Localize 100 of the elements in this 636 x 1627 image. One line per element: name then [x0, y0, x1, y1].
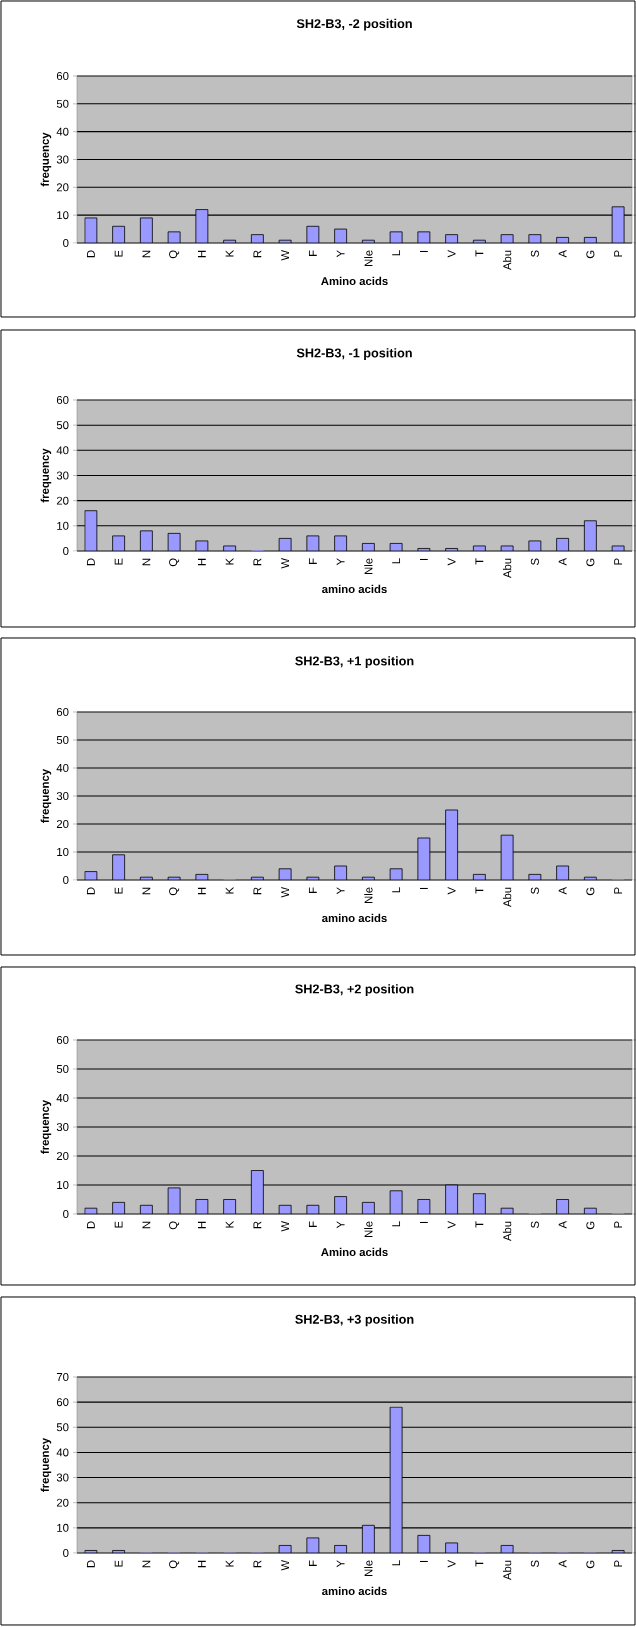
x-tick-label: T	[475, 250, 484, 257]
x-tick-label: L	[392, 1560, 400, 1566]
x-tick-label: F	[308, 1221, 317, 1227]
x-tick-label: P	[614, 887, 622, 894]
x-tick-label: R	[253, 887, 262, 895]
y-tick-label: 40	[56, 763, 69, 772]
y-axis-title: frequency	[40, 448, 52, 503]
x-tick-label: Nle	[364, 887, 373, 903]
x-tick-label: V	[447, 1559, 456, 1568]
y-tick-label: 20	[56, 496, 69, 505]
x-tick-label: L	[392, 558, 400, 564]
x-tick-label: E	[114, 1221, 123, 1228]
x-tick-label: V	[447, 249, 456, 258]
x-tick-label: Y	[336, 887, 345, 895]
y-axis-title: frequency	[40, 132, 52, 187]
x-tick-label: D	[86, 1221, 95, 1229]
x-tick-label: G	[586, 1560, 595, 1569]
y-tick-label: 10	[57, 1523, 69, 1532]
x-tick-label: A	[558, 1559, 567, 1568]
x-tick-label: P	[614, 1221, 622, 1228]
x-tick-label: S	[530, 558, 539, 565]
y-tick-label: 50	[56, 99, 69, 108]
x-tick-label: T	[475, 1221, 484, 1228]
x-tick-label: T	[475, 1560, 484, 1567]
x-tick-label: T	[475, 558, 484, 565]
y-tick-label: 30	[56, 155, 69, 164]
x-tick-label: F	[308, 250, 317, 256]
x-tick-label: Q	[169, 1221, 180, 1230]
x-tick-label: K	[225, 558, 234, 565]
x-tick-label: A	[558, 249, 567, 258]
x-tick-label: S	[530, 250, 539, 257]
x-tick-label: K	[225, 887, 234, 894]
x-tick-label: H	[197, 1221, 206, 1229]
y-tick-label: 60	[56, 395, 69, 404]
y-tick-label: 30	[56, 791, 69, 800]
x-tick-label: H	[197, 887, 206, 895]
y-tick-label: 30	[56, 1122, 69, 1131]
chart-title: SH2-B3, -2 position	[296, 18, 412, 31]
x-tick-label: S	[530, 887, 539, 894]
x-tick-label: Abu	[502, 1221, 512, 1242]
y-tick-label: 10	[57, 211, 69, 220]
x-tick-label: V	[447, 557, 456, 566]
x-tick-label: A	[558, 1220, 567, 1229]
y-tick-label: 50	[56, 1423, 69, 1432]
chart-title: SH2-B3, -1 position	[296, 348, 412, 360]
x-tick-label: Y	[336, 558, 345, 566]
y-tick-label: 0	[63, 875, 69, 884]
x-tick-label: N	[142, 558, 151, 566]
y-tick-label: 40	[56, 127, 69, 136]
x-tick-label: Nle	[364, 558, 373, 574]
y-axis-title: frequency	[40, 1099, 52, 1154]
x-tick-label: Q	[169, 1560, 180, 1569]
y-tick-label: 20	[56, 1498, 69, 1507]
x-tick-label: P	[614, 558, 622, 565]
x-tick-label: Abu	[502, 558, 512, 579]
x-tick-label: W	[281, 557, 289, 569]
y-tick-label: 60	[56, 71, 69, 80]
x-tick-label: V	[447, 1220, 456, 1229]
x-tick-label: W	[281, 1559, 289, 1571]
x-tick-label: N	[142, 1221, 151, 1229]
y-tick-label: 50	[56, 735, 69, 744]
x-tick-label: R	[253, 250, 262, 258]
y-tick-label: 0	[63, 546, 69, 555]
y-tick-label: 60	[56, 1398, 69, 1407]
x-tick-label: S	[530, 1221, 539, 1228]
x-tick-label: G	[586, 1221, 595, 1230]
x-tick-label: H	[197, 558, 206, 566]
y-tick-label: 0	[63, 1209, 69, 1218]
x-tick-label: F	[308, 1560, 317, 1566]
x-tick-label: K	[225, 250, 234, 257]
x-tick-label: D	[86, 250, 95, 258]
y-tick-label: 60	[56, 1035, 69, 1044]
x-tick-label: G	[586, 558, 595, 567]
chart-title: SH2-B3, +1 position	[295, 656, 414, 668]
x-tick-label: D	[86, 558, 95, 566]
chart-title: SH2-B3, +3 position	[295, 1314, 414, 1327]
x-tick-label: Y	[336, 250, 345, 258]
y-tick-label: 0	[63, 1548, 69, 1557]
x-tick-label: G	[586, 887, 595, 896]
x-tick-label: D	[86, 887, 95, 895]
x-tick-label: E	[114, 1560, 123, 1567]
x-tick-label: V	[447, 886, 456, 895]
x-tick-label: W	[281, 886, 289, 898]
x-tick-label: S	[530, 1560, 539, 1567]
y-tick-label: 20	[56, 1151, 69, 1160]
x-tick-label: L	[392, 250, 400, 256]
x-tick-label: A	[558, 557, 567, 566]
x-axis-title: amino acids	[322, 584, 387, 594]
x-tick-label: Abu	[502, 887, 512, 908]
x-tick-label: D	[86, 1560, 95, 1568]
y-axis-title: frequency	[40, 1437, 52, 1492]
y-tick-label: 40	[56, 446, 69, 455]
x-tick-label: Nle	[364, 1221, 373, 1238]
x-tick-label: Q	[169, 558, 180, 567]
x-axis-title: amino acids	[322, 1586, 387, 1596]
x-tick-label: Y	[336, 1560, 345, 1568]
x-tick-label: T	[475, 887, 484, 894]
x-tick-label: I	[419, 250, 428, 253]
x-tick-label: Abu	[502, 1560, 512, 1581]
x-tick-label: Q	[169, 887, 180, 896]
